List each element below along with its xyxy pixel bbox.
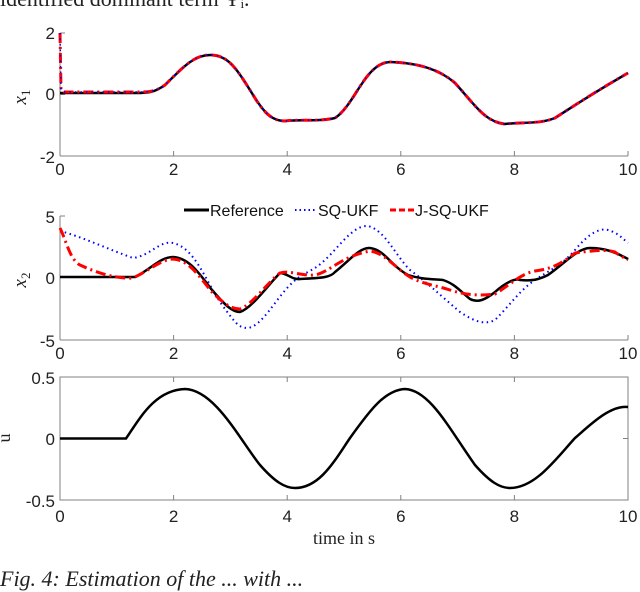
- figure-caption: Fig. 4: Estimation of the ... with ...: [0, 566, 304, 591]
- x-tick-labels: 0 2 4 6 8 10: [55, 507, 637, 526]
- svg-text:2: 2: [169, 344, 178, 363]
- series-sq-ukf: [59, 224, 629, 330]
- svg-text:x2: x2: [10, 273, 33, 289]
- y-tick-label: 2: [46, 24, 55, 43]
- y-tick-label: 0: [46, 269, 55, 288]
- axes-box: [59, 376, 629, 501]
- svg-text:4: 4: [282, 507, 291, 526]
- x-tick-labels: 0 2 4 6 8 10: [55, 344, 637, 363]
- svg-text:6: 6: [396, 344, 405, 363]
- svg-text:2: 2: [169, 160, 178, 179]
- svg-text:6: 6: [396, 507, 405, 526]
- plot-x2: 5 0 -5 0 2 4 6 8 10 x2 Reference SQ-UKF …: [10, 203, 637, 363]
- preceding-paragraph-text: identified dominant term Ψᵢ.: [0, 0, 250, 12]
- svg-text:0: 0: [55, 344, 64, 363]
- x-ticks: [60, 32, 629, 156]
- svg-text:u: u: [0, 434, 14, 443]
- series-sq-ukf: [59, 32, 629, 125]
- svg-text:8: 8: [510, 507, 519, 526]
- y-axis-label: x2: [10, 273, 33, 289]
- svg-text:6: 6: [396, 160, 405, 179]
- y-tick-label: -2: [40, 148, 55, 167]
- x-tick-labels: 0 2 4 6 8 10: [55, 160, 637, 179]
- y-axis-label: x1: [10, 90, 33, 106]
- y-axis-label: u: [0, 434, 14, 443]
- y-tick-label: -0.5: [26, 492, 55, 511]
- y-tick-label: 5: [46, 208, 55, 227]
- plot-x1: 2 0 -2 0 2 4 6 8 10 x1: [10, 24, 637, 179]
- series-reference: [60, 246, 629, 314]
- legend: Reference SQ-UKF J-SQ-UKF: [184, 203, 489, 220]
- svg-text:4: 4: [282, 344, 291, 363]
- svg-text:4: 4: [282, 160, 291, 179]
- y-tick-label: -5: [40, 332, 55, 351]
- series-reference: [60, 53, 629, 126]
- legend-label-sq-ukf: SQ-UKF: [318, 203, 379, 220]
- y-tick-label: 0: [46, 430, 55, 449]
- legend-label-reference: Reference: [210, 203, 284, 220]
- svg-text:2: 2: [169, 507, 178, 526]
- series-j-sq-ukf: [58, 32, 629, 126]
- svg-text:8: 8: [510, 344, 519, 363]
- y-tick-label: 0.5: [31, 369, 55, 388]
- y-tick-label: 0: [46, 85, 55, 104]
- x-axis-label: time in s: [313, 528, 375, 548]
- svg-text:10: 10: [619, 160, 638, 179]
- svg-text:0: 0: [55, 507, 64, 526]
- series-u: [60, 387, 629, 490]
- svg-text:x1: x1: [10, 90, 33, 106]
- svg-text:8: 8: [510, 160, 519, 179]
- ticks: [60, 377, 628, 500]
- series-j-sq-ukf: [58, 227, 629, 311]
- svg-text:10: 10: [619, 507, 638, 526]
- plot-u: 0.5 0 -0.5 0 2 4 6 8 10 u time in s: [0, 369, 637, 548]
- legend-label-j-sq-ukf: J-SQ-UKF: [415, 203, 489, 220]
- svg-text:0: 0: [55, 160, 64, 179]
- svg-text:10: 10: [619, 344, 638, 363]
